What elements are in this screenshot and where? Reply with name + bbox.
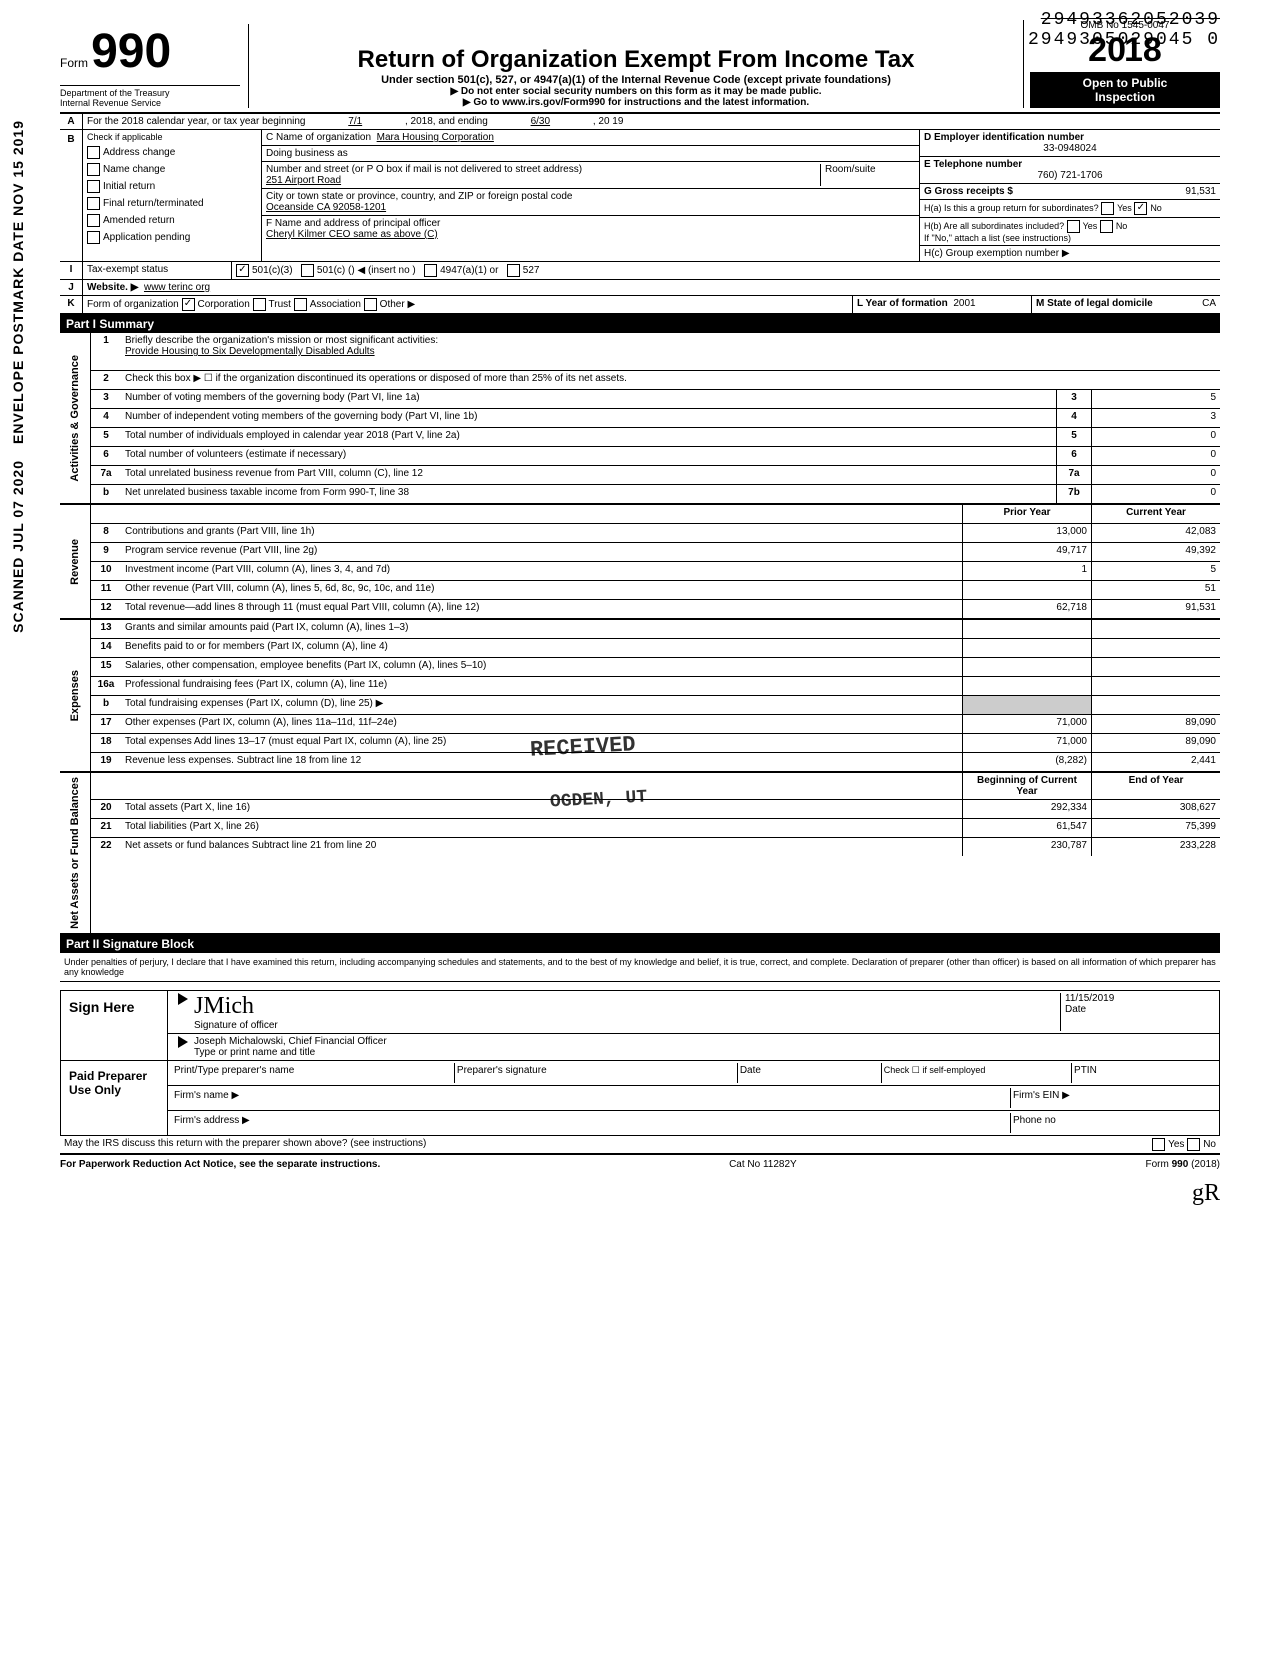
- section-label: Net Assets or Fund Balances: [67, 773, 83, 933]
- row-k: K Form of organization ✓Corporation Trus…: [60, 296, 1220, 315]
- summary-row: 14Benefits paid to or for members (Part …: [91, 639, 1220, 658]
- dept-label: Department of the Treasury Internal Reve…: [60, 85, 240, 108]
- summary-section: Net Assets or Fund Balances Beginning of…: [60, 773, 1220, 935]
- summary-row: 19Revenue less expenses. Subtract line 1…: [91, 753, 1220, 771]
- sidebar-stamp-2: SCANNED JUL 07 2020: [10, 460, 26, 633]
- summary-row: 13Grants and similar amounts paid (Part …: [91, 620, 1220, 639]
- summary-row: 11Other revenue (Part VIII, column (A), …: [91, 581, 1220, 600]
- sign-here-block: Sign Here JMichSignature of officer 11/1…: [60, 990, 1220, 1061]
- form-word: Form: [60, 56, 88, 70]
- summary-row: bNet unrelated business taxable income f…: [91, 485, 1220, 503]
- summary-row: 7aTotal unrelated business revenue from …: [91, 466, 1220, 485]
- row-j: J Website. ▶ www terinc org: [60, 280, 1220, 296]
- summary-row: 6Total number of volunteers (estimate if…: [91, 447, 1220, 466]
- section-label: Revenue: [67, 535, 83, 589]
- summary-row: 10Investment income (Part VIII, column (…: [91, 562, 1220, 581]
- summary-row: 22Net assets or fund balances Subtract l…: [91, 838, 1220, 856]
- summary-row: 8Contributions and grants (Part VIII, li…: [91, 524, 1220, 543]
- form-title: Return of Organization Exempt From Incom…: [259, 46, 1013, 74]
- row-i: I Tax-exempt status ✓501(c)(3) 501(c) ()…: [60, 262, 1220, 280]
- summary-row: 3Number of voting members of the governi…: [91, 390, 1220, 409]
- summary-row: 16aProfessional fundraising fees (Part I…: [91, 677, 1220, 696]
- summary-row: 5Total number of individuals employed in…: [91, 428, 1220, 447]
- id-block: B Check if applicable Address change Nam…: [60, 130, 1220, 262]
- check-applicable: Check if applicable Address change Name …: [83, 130, 262, 261]
- sidebar-stamp-1: ENVELOPE POSTMARK DATE NOV 15 2019: [10, 120, 26, 444]
- summary-row: 1Briefly describe the organization's mis…: [91, 333, 1220, 371]
- summary-row: 17Other expenses (Part IX, column (A), l…: [91, 715, 1220, 734]
- summary-row: 12Total revenue—add lines 8 through 11 (…: [91, 600, 1220, 618]
- summary-row: 9Program service revenue (Part VIII, lin…: [91, 543, 1220, 562]
- summary-section: Revenue Prior Year Current Year8Contribu…: [60, 505, 1220, 620]
- summary-row: 18Total expenses Add lines 13–17 (must e…: [91, 734, 1220, 753]
- declaration-text: Under penalties of perjury, I declare th…: [60, 953, 1220, 982]
- instruction-a: ▶ Do not enter social security numbers o…: [259, 86, 1013, 97]
- summary-row: 21Total liabilities (Part X, line 26) 61…: [91, 819, 1220, 838]
- dln-block: 29493362052039 2949305029045 0: [1028, 10, 1220, 50]
- part-2-header: Part II Signature Block: [60, 935, 1220, 953]
- form-number: 990: [91, 25, 171, 78]
- part-1-header: Part I Summary: [60, 315, 1220, 333]
- summary-section: Expenses 13Grants and similar amounts pai…: [60, 620, 1220, 773]
- summary-section: Activities & Governance 1Briefly describe…: [60, 333, 1220, 505]
- inspection-box: Open to Public Inspection: [1030, 72, 1220, 108]
- row-a: A For the 2018 calendar year, or tax yea…: [60, 114, 1220, 130]
- instruction-b: ▶ Go to www.irs.gov/Form990 for instruct…: [259, 97, 1013, 108]
- summary-row: bTotal fundraising expenses (Part IX, co…: [91, 696, 1220, 715]
- summary-row: 4Number of independent voting members of…: [91, 409, 1220, 428]
- section-label: Expenses: [67, 666, 83, 725]
- paid-preparer-block: Paid Preparer Use Only Print/Type prepar…: [60, 1061, 1220, 1136]
- footer: For Paperwork Reduction Act Notice, see …: [60, 1155, 1220, 1170]
- section-label: Activities & Governance: [67, 351, 83, 486]
- summary-row: 2Check this box ▶ ☐ if the organization …: [91, 371, 1220, 390]
- subtitle: Under section 501(c), 527, or 4947(a)(1)…: [259, 74, 1013, 86]
- summary-row: 15Salaries, other compensation, employee…: [91, 658, 1220, 677]
- initials: gR: [60, 1180, 1220, 1207]
- discuss-row: May the IRS discuss this return with the…: [60, 1136, 1220, 1155]
- summary-row: 20Total assets (Part X, line 16) 292,334…: [91, 800, 1220, 819]
